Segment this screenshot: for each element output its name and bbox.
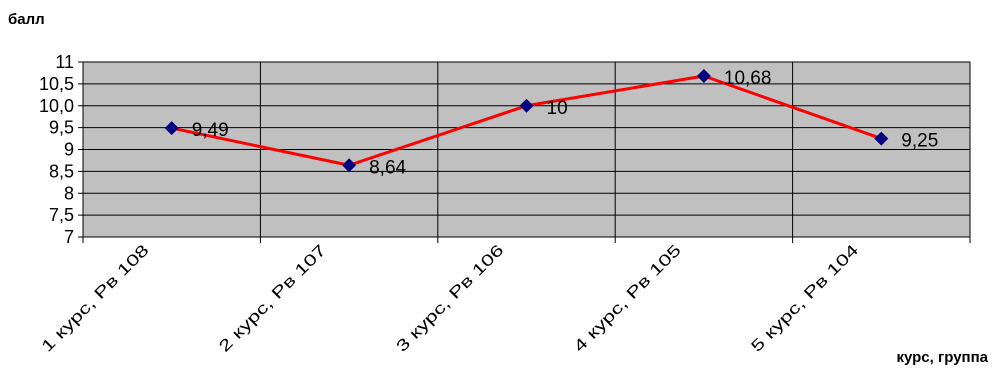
data-label: 10 [547, 98, 568, 119]
y-tick-label: 7 [64, 227, 74, 247]
x-axis-title: курс, группа [896, 349, 988, 366]
data-label: 9,49 [192, 120, 229, 141]
y-tick-label: 8,5 [49, 161, 74, 181]
y-axis-ticks: 77,588,599,510,010,511 [39, 52, 83, 247]
data-label: 8,64 [369, 157, 406, 178]
series-group: 9,49 8,64 10 10,68 9,25 [164, 68, 938, 178]
data-point [164, 121, 179, 136]
data-point [342, 158, 357, 173]
y-tick-label: 10,5 [39, 74, 74, 94]
data-label: 9,25 [901, 131, 938, 152]
y-tick-label: 11 [55, 52, 74, 72]
x-tick-label: 4 курс, Рв 105 [571, 242, 685, 356]
x-tick-label: 1 курс, Рв 108 [39, 242, 153, 356]
y-tick-label: 9,5 [49, 118, 74, 138]
y-tick-label: 7,5 [49, 205, 74, 225]
x-axis-ticks: 1 курс, Рв 108 2 курс, Рв 107 3 курс, Рв 1… [39, 237, 971, 356]
data-point [696, 69, 711, 83]
y-tick-label: 8 [64, 183, 74, 203]
y-tick-label: 10,0 [39, 96, 74, 116]
data-label: 10,68 [724, 68, 772, 89]
y-axis-title: балл [8, 11, 45, 28]
x-tick-label: 3 курс, Рв 106 [393, 242, 507, 356]
x-tick-label: 2 курс, Рв 107 [216, 242, 330, 356]
data-point [519, 98, 534, 113]
y-tick-label: 9 [64, 140, 74, 160]
x-tick-label: 5 курс, Рв 104 [748, 242, 862, 356]
data-point [874, 131, 889, 146]
